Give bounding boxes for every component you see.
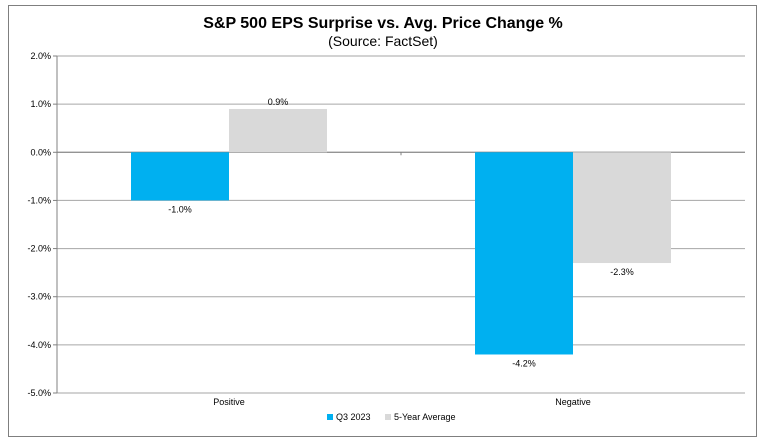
data-labels: -1.0% 0.9% -4.2% -2.3%: [168, 97, 634, 369]
bars: [131, 108, 671, 355]
bar: [229, 108, 327, 153]
y-tick-label: -2.0%: [27, 244, 51, 254]
chart-subtitle: (Source: FactSet): [328, 33, 438, 49]
bar: [475, 152, 573, 355]
data-label: -1.0%: [168, 204, 192, 214]
y-tick-label: -5.0%: [27, 388, 51, 398]
y-tick-label: -1.0%: [27, 195, 51, 205]
y-tick-label: -3.0%: [27, 292, 51, 302]
data-label: 0.9%: [268, 97, 289, 107]
data-label: -2.3%: [610, 267, 634, 277]
bar: [131, 152, 229, 201]
x-tick-label: Positive: [213, 397, 245, 407]
legend: Q3 2023 5-Year Average: [327, 412, 456, 422]
y-tick-label: 2.0%: [30, 51, 51, 61]
bar: [573, 152, 671, 264]
legend-label: 5-Year Average: [394, 412, 456, 422]
chart-title: S&P 500 EPS Surprise vs. Avg. Price Chan…: [203, 15, 563, 32]
gridlines: [57, 55, 745, 394]
legend-label: Q3 2023: [336, 412, 371, 422]
y-tick-label: 1.0%: [30, 99, 51, 109]
y-tick-label: -4.0%: [27, 340, 51, 350]
y-tick-label: 0.0%: [30, 147, 51, 157]
data-label: -4.2%: [512, 358, 536, 368]
legend-swatch: [327, 414, 333, 420]
x-tick-label: Negative: [555, 397, 591, 407]
legend-swatch: [385, 414, 391, 420]
